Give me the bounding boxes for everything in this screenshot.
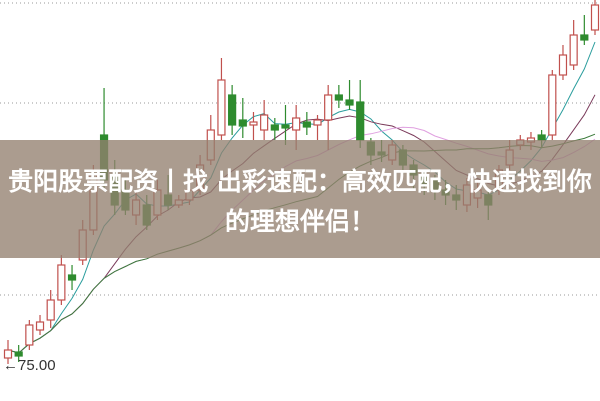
candle-body bbox=[281, 124, 290, 129]
candle-body bbox=[25, 324, 34, 346]
candle-body bbox=[334, 94, 343, 101]
candle-body bbox=[356, 101, 365, 141]
candle-body bbox=[3, 349, 13, 359]
candle-body bbox=[260, 114, 269, 131]
candle-body bbox=[569, 34, 578, 66]
candle-body bbox=[590, 4, 600, 31]
candle-body bbox=[35, 321, 45, 331]
candle-body bbox=[558, 54, 568, 76]
candle-body bbox=[324, 94, 333, 121]
candle-body bbox=[270, 124, 279, 131]
candle-body bbox=[238, 119, 247, 127]
low-price-annotation: ←75.00 bbox=[3, 357, 56, 374]
candle-body bbox=[14, 351, 23, 357]
candle-body bbox=[57, 264, 66, 301]
arrow-left-icon: ← bbox=[3, 357, 18, 374]
caption-banner bbox=[0, 140, 600, 258]
candle-body bbox=[345, 99, 354, 106]
low-price-label: 75.00 bbox=[18, 357, 56, 374]
candle-body bbox=[67, 274, 77, 281]
candle-body bbox=[249, 121, 258, 126]
candle-body bbox=[302, 121, 311, 128]
candle-body bbox=[292, 117, 301, 131]
candle-body bbox=[217, 79, 226, 136]
caption-text: 贵阳股票配资丨找 出彩速配：高效匹配，快速找到你的理想伴侣！ bbox=[8, 167, 592, 236]
candle-body bbox=[548, 74, 557, 136]
candle-body bbox=[580, 34, 589, 41]
candle-body bbox=[313, 119, 322, 126]
candle-body bbox=[228, 94, 237, 126]
candle-body bbox=[46, 299, 55, 321]
